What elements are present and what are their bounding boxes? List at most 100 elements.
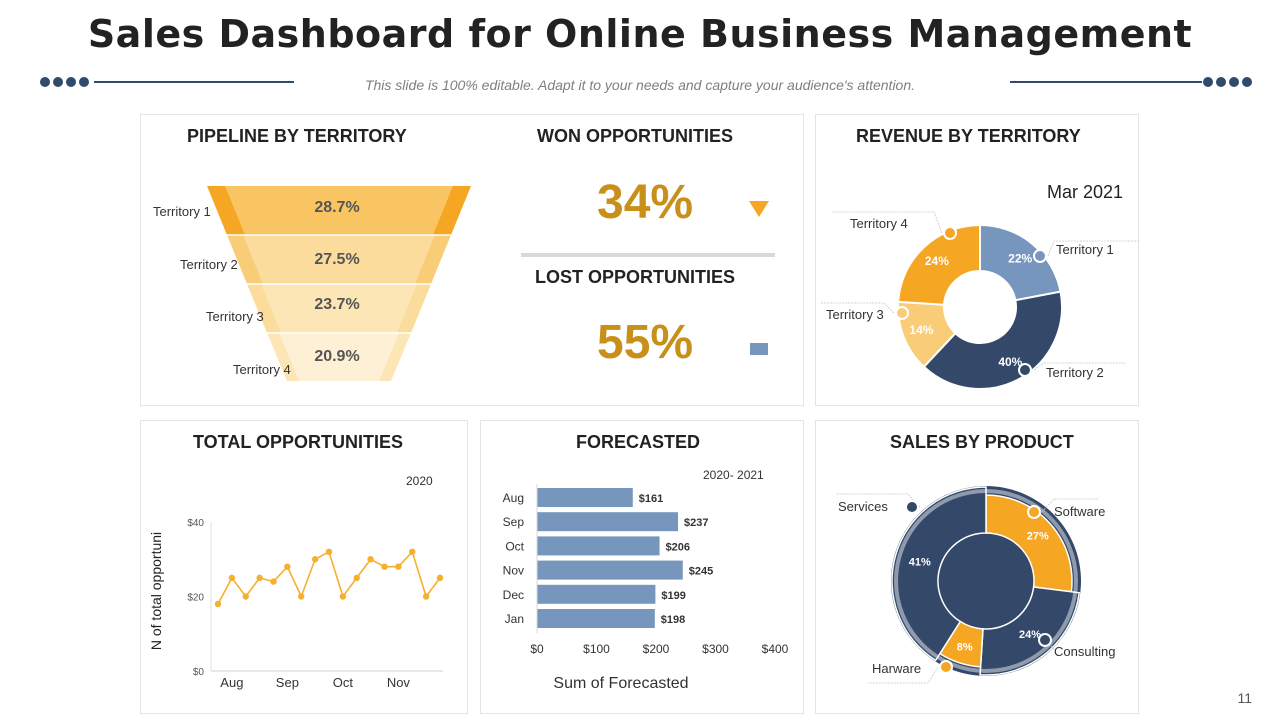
revenue-marker-4 <box>943 226 957 240</box>
sales-marker-services <box>905 500 919 514</box>
line-point-0 <box>214 600 222 608</box>
line-point-14 <box>409 548 416 555</box>
forecast-bar-aug <box>537 488 633 507</box>
sales-slice-consulting <box>979 586 1081 676</box>
revenue-slice-1 <box>979 223 1062 302</box>
line-point-5 <box>284 563 291 570</box>
lost-title: LOST OPPORTUNITIES <box>535 267 736 287</box>
line-xtick-1: Sep <box>276 675 299 690</box>
pipeline-title: PIPELINE BY TERRITORY <box>187 126 407 146</box>
line-point-6 <box>298 593 305 600</box>
revenue-slice-label-1: 22% <box>1008 251 1032 265</box>
sales-marker-consulting <box>1038 633 1052 647</box>
forecast-period: 2020- 2021 <box>703 468 764 482</box>
revenue-marker-3 <box>895 306 909 320</box>
funnel-pct-2: 27.5% <box>314 251 360 268</box>
line-xtick-2: Oct <box>333 675 354 690</box>
sales-inner-ring <box>894 489 1078 673</box>
forecast-xtick-0: $0 <box>530 642 544 656</box>
forecast-bar-nov <box>537 560 683 580</box>
revenue-legend-label-3: Territory 3 <box>826 307 884 322</box>
sales-slice-label-software: 27% <box>1027 530 1049 542</box>
sales-marker-software <box>1027 505 1041 519</box>
forecast-value-dec: $199 <box>661 590 685 602</box>
forecast-value-oct: $206 <box>666 541 690 553</box>
sales-by-product-donut: 27% 24% 8% 41% Software Consulting Harware Serv… <box>836 486 1115 684</box>
forecast-xtick-3: $300 <box>702 642 729 656</box>
triangle-down-icon <box>749 201 769 217</box>
sales-legend-label-consulting: Consulting <box>1054 644 1115 659</box>
line-point-12 <box>381 563 388 570</box>
forecast-bar-jan <box>537 609 655 628</box>
funnel-pct-3: 23.7% <box>314 296 360 313</box>
line-point-16 <box>436 574 444 582</box>
revenue-leader-4 <box>832 211 943 234</box>
revenue-slice-4 <box>897 223 981 306</box>
sales-slice-label-harware: 8% <box>957 642 973 654</box>
line-ytick-2: $40 <box>187 518 204 529</box>
revenue-legend-label-1: Territory 1 <box>1056 242 1114 257</box>
forecast-value-nov: $245 <box>689 566 713 578</box>
forecast-bar-dec <box>537 584 656 604</box>
revenue-leader-1 <box>1047 240 1140 257</box>
funnel-label-3: Territory 3 <box>206 309 264 324</box>
line-point-3 <box>256 574 263 582</box>
forecast-bar-sep <box>537 512 679 532</box>
forecast-category-dec: Dec <box>503 588 524 602</box>
forecast-xtick-4: $400 <box>762 642 789 656</box>
forecast-category-oct: Oct <box>505 539 524 553</box>
line-point-8 <box>325 548 333 555</box>
forecast-value-jan: $198 <box>661 614 685 626</box>
revenue-legend-label-2: Territory 2 <box>1046 365 1104 380</box>
sales-slice-services <box>891 486 987 662</box>
line-xtick-3: Nov <box>387 675 411 690</box>
line-point-1 <box>228 574 236 582</box>
forecast-category-jan: Jan <box>505 612 524 626</box>
square-icon <box>750 343 768 355</box>
revenue-slice-label-2: 40% <box>998 355 1022 369</box>
revenue-panel: REVENUE BY TERRITORY Mar 2021 22% 40% 14% 2… <box>815 114 1140 406</box>
sales-leader-consulting <box>1050 645 1057 652</box>
line-series <box>217 550 441 605</box>
line-point-10 <box>353 574 360 582</box>
won-value: 34% <box>597 176 694 229</box>
total-opportunities-panel: TOTAL OPPORTUNITIES 2020 $0 $20 $40 Aug Sep O… <box>140 420 468 714</box>
revenue-slice-label-3: 14% <box>909 323 933 337</box>
lost-value: 55% <box>597 316 694 369</box>
line-point-9 <box>339 593 347 600</box>
sales-leader-harware <box>868 666 939 684</box>
forecast-category-aug: Aug <box>503 491 524 505</box>
forecasted-panel: FORECASTED 2020- 2021 Aug $161 Sep $237 Oct $… <box>480 420 804 714</box>
funnel-segment-1-face <box>225 186 453 235</box>
revenue-donut: 22% 40% 14% 24% Territory 1 Territory 2 Territ… <box>820 211 1140 390</box>
page-title: Sales Dashboard for Online Business Mana… <box>87 12 1193 56</box>
forecast-category-nov: Nov <box>503 564 524 578</box>
forecast-bar-oct <box>537 536 660 556</box>
line-xtick-0: Aug <box>220 675 243 690</box>
revenue-marker-1 <box>1033 249 1047 263</box>
pipeline-funnel <box>207 186 471 381</box>
line-point-15 <box>422 593 430 600</box>
sales-legend-label-software: Software <box>1054 504 1105 519</box>
forecast-value-aug: $161 <box>639 493 663 505</box>
forecast-x-axis-label: Sum of Forecasted <box>553 675 688 692</box>
funnel-segment-4-face <box>279 333 399 381</box>
line-point-13 <box>395 563 402 570</box>
sales-slice-label-services: 41% <box>909 557 931 569</box>
total-title: TOTAL OPPORTUNITIES <box>193 432 404 452</box>
line-ytick-1: $20 <box>187 593 204 604</box>
forecast-title: FORECASTED <box>576 432 701 452</box>
funnel-label-2: Territory 2 <box>180 257 238 272</box>
line-point-7 <box>311 556 319 563</box>
revenue-leader-3 <box>820 302 895 314</box>
revenue-leader-2 <box>1033 362 1126 371</box>
funnel-label-4: Territory 4 <box>233 362 291 377</box>
funnel-pct-4: 20.9% <box>314 348 360 365</box>
won-title: WON OPPORTUNITIES <box>537 126 734 146</box>
sales-slice-label-consulting: 24% <box>1019 629 1041 641</box>
sales-marker-harware <box>939 660 953 674</box>
pipeline-won-lost-panel: PIPELINE BY TERRITORY Territory 1 Territ… <box>140 114 804 406</box>
line-point-11 <box>367 556 374 563</box>
revenue-slice-label-4: 24% <box>925 254 949 268</box>
funnel-label-1: Territory 1 <box>153 204 211 219</box>
